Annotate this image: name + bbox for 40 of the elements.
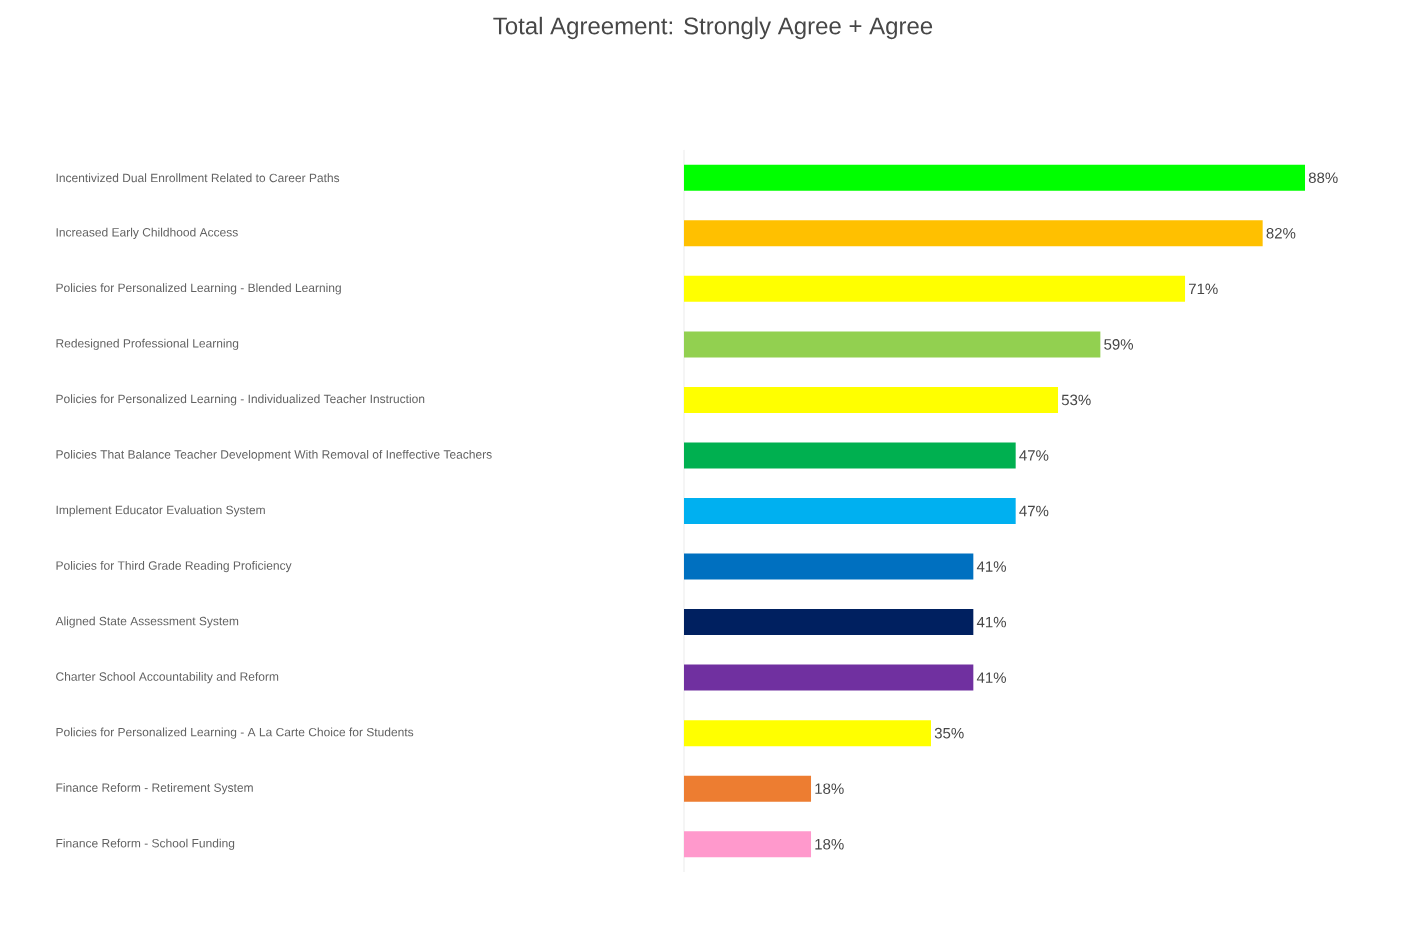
data-label: 18% (815, 783, 844, 794)
data-label: 88% (1308, 172, 1338, 184)
y-tick-label: Increased Early Childhood Access (56, 227, 238, 239)
data-label: 18% (815, 838, 844, 850)
y-tick-label: Policies for Third Grade Reading Proficiency (56, 560, 292, 573)
data-label: 71% (1189, 283, 1218, 295)
y-tick-label: Policies That Balance Teacher Development With Removal of Ineffective Teachers (56, 449, 492, 462)
y-tick-label: Finance Reform - Retirement System (56, 783, 253, 795)
data-label: 35% (934, 727, 964, 739)
data-label: 59% (1104, 339, 1134, 350)
bar (684, 331, 1101, 358)
data-label: 41% (976, 616, 1007, 628)
data-label: 41% (976, 561, 1007, 572)
y-tick-label: Incentivized Dual Enrollment Related to Career Paths (56, 173, 340, 183)
data-label: 47% (1019, 505, 1049, 517)
y-tick-label: Charter School Accountability and Reform (56, 672, 279, 684)
data-label: 47% (1019, 450, 1049, 461)
bar (684, 609, 974, 636)
data-label: 41% (976, 672, 1007, 683)
y-tick-label: Policies for Personalized Learning - Blended Learning (56, 283, 341, 295)
bar (684, 442, 1016, 469)
data-label: 53% (1061, 394, 1091, 406)
bar (684, 498, 1016, 525)
bar (684, 831, 812, 858)
bar (684, 275, 1186, 302)
data-label: 82% (1266, 228, 1296, 239)
chart-title: Total Agreement: Strongly Agree + Agree (493, 16, 933, 40)
bar (684, 220, 1263, 247)
y-tick-label: Redesigned Professional Learning (56, 338, 239, 350)
bar (684, 386, 1059, 413)
bar (684, 553, 974, 580)
bar (684, 664, 974, 691)
y-tick-label: Finance Reform - School Funding (56, 838, 235, 850)
y-tick-label: Policies for Personalized Learning - Individualized Teacher Instruction (56, 394, 425, 406)
bar (684, 720, 931, 747)
bar (684, 164, 1305, 191)
y-tick-label: Policies for Personalized Learning - A La Carte Choice for Students (56, 727, 414, 739)
y-tick-label: Aligned State Assessment System (55, 616, 239, 628)
bar (684, 775, 812, 802)
y-tick-label: Implement Educator Evaluation System (56, 505, 265, 517)
